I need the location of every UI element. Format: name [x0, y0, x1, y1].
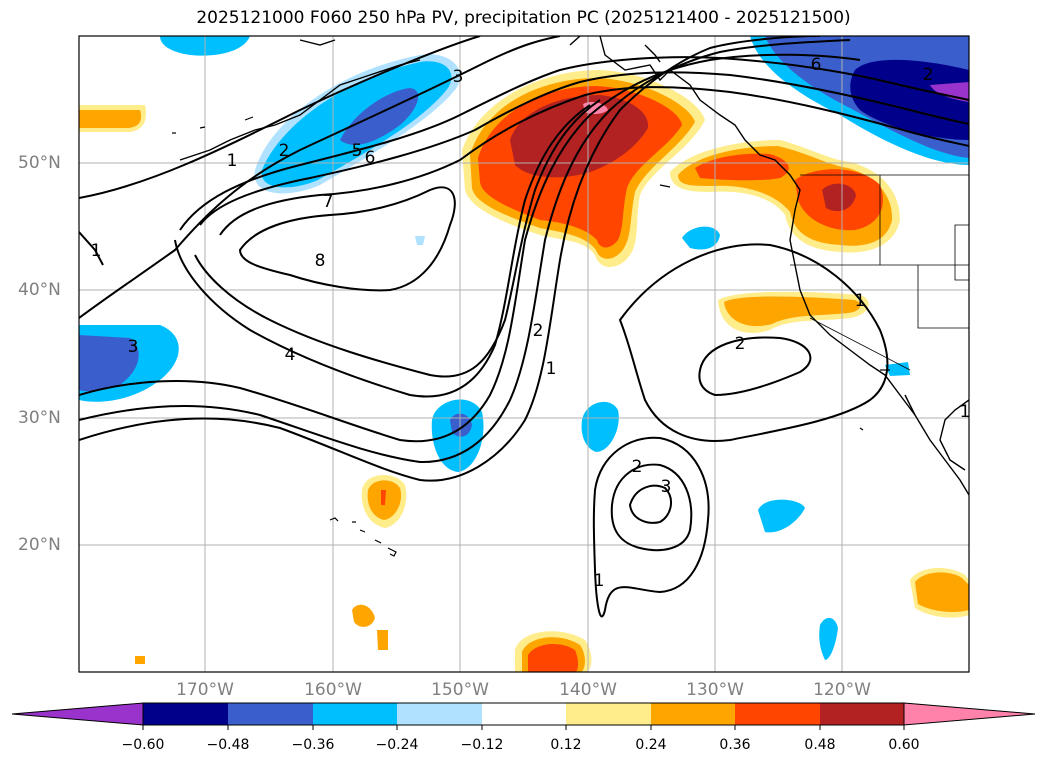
- colorbar-tick-label: −0.60: [121, 737, 165, 753]
- contour-label: 1: [594, 571, 605, 591]
- colorbar-tick-label: 0.48: [804, 737, 836, 753]
- colorbar: [11, 702, 1036, 730]
- contour-label: 1: [960, 402, 971, 422]
- islands: [172, 116, 890, 557]
- longitude-label: 130°W: [686, 680, 744, 700]
- colorbar-tick-label: −0.12: [460, 737, 504, 753]
- colorbar-segment: [482, 703, 566, 725]
- colorbar-segment: [143, 703, 228, 725]
- latitude-label: 20°N: [18, 535, 61, 555]
- contour-label: 1: [546, 359, 557, 379]
- latitude-label: 40°N: [18, 280, 61, 300]
- colorbar-segment: [228, 703, 313, 725]
- colorbar-segment: [820, 703, 904, 725]
- contour-label: 2: [533, 321, 544, 341]
- longitude-label: 160°W: [304, 680, 362, 700]
- contour-label: 6: [365, 148, 376, 168]
- contour-label: 2: [735, 334, 746, 354]
- contour-label: 7: [323, 192, 334, 212]
- colorbar-tick-label: −0.36: [291, 737, 335, 753]
- colorbar-high-extend: [903, 702, 1036, 726]
- contour-label: 1: [91, 241, 102, 261]
- contour-label: 1: [227, 151, 238, 171]
- contour-label: 3: [453, 67, 464, 87]
- map-title: 2025121000 F060 250 hPa PV, precipitatio…: [196, 8, 851, 28]
- colorbar-tick-label: 0.12: [550, 737, 582, 753]
- contour-label: 1: [855, 291, 866, 311]
- contour-label: 3: [661, 477, 672, 497]
- colorbar-tick-label: 0.60: [888, 737, 920, 753]
- gridlines: [79, 36, 969, 672]
- contour-label: 8: [315, 251, 326, 271]
- colorbar-segment: [566, 703, 651, 725]
- latitude-label: 50°N: [18, 153, 61, 173]
- contour-labels: 1 2 3 4 5 6 7 8 1 2 1 2 3 1 2 3 1 6 2 1: [91, 55, 971, 591]
- contour-label: 2: [923, 65, 934, 85]
- colorbar-tick-label: −0.48: [206, 737, 250, 753]
- longitude-label: 170°W: [176, 680, 234, 700]
- longitude-label: 120°W: [813, 680, 871, 700]
- longitude-label: 150°W: [431, 680, 489, 700]
- contour-label: 6: [811, 55, 822, 75]
- colorbar-segment: [735, 703, 820, 725]
- latitude-label: 30°N: [18, 408, 61, 428]
- colorbar-segment: [651, 703, 735, 725]
- contour-label: 3: [128, 337, 139, 357]
- colorbar-low-extend: [11, 702, 144, 726]
- map-frame: [78, 35, 970, 673]
- longitude-label: 140°W: [559, 680, 617, 700]
- contour-label: 2: [279, 141, 290, 161]
- pv-contours: [79, 36, 969, 618]
- colorbar-tick-label: −0.24: [375, 737, 419, 753]
- contour-label: 4: [285, 345, 296, 365]
- colorbar-tick-label: 0.24: [635, 737, 667, 753]
- contour-label: 2: [632, 457, 643, 477]
- colorbar-segment: [313, 703, 397, 725]
- contour-label: 5: [352, 141, 363, 161]
- colorbar-segment: [397, 703, 482, 725]
- colorbar-tick-label: 0.36: [719, 737, 751, 753]
